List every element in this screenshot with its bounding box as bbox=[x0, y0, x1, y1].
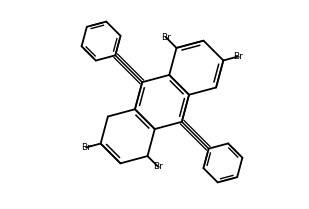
Text: Br: Br bbox=[81, 143, 91, 152]
Text: Br: Br bbox=[233, 52, 243, 61]
Text: Br: Br bbox=[161, 33, 171, 42]
Text: Br: Br bbox=[153, 162, 163, 171]
